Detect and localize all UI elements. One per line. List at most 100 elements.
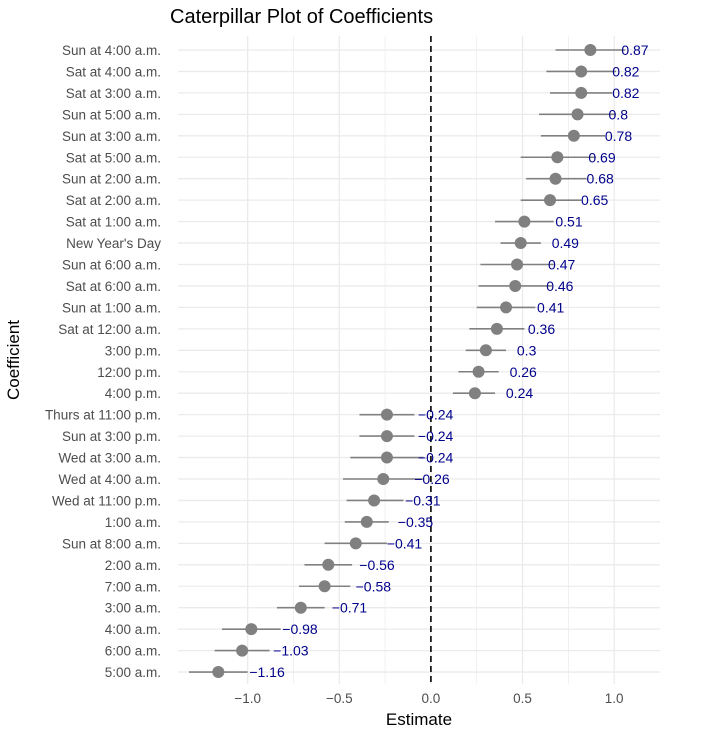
value-label: 0.24 — [506, 385, 533, 401]
estimate-point — [236, 644, 249, 657]
y-tick-label: Sat at 5:00 a.m. — [66, 150, 161, 165]
y-tick-label: 12:00 p.m. — [97, 365, 161, 380]
estimate-point — [472, 365, 485, 378]
y-tick-label: 4:00 a.m. — [105, 622, 161, 637]
y-tick-label: Sun at 2:00 a.m. — [62, 172, 161, 187]
estimate-point — [479, 344, 492, 357]
value-label: −1.03 — [273, 643, 309, 659]
y-tick-label: Wed at 11:00 p.m. — [52, 493, 161, 508]
value-label: 0.8 — [609, 106, 629, 122]
y-tick-label: Sun at 4:00 a.m. — [62, 43, 161, 58]
y-tick-label: Sun at 3:00 a.m. — [62, 129, 161, 144]
y-axis-title: Coefficient — [4, 320, 23, 400]
value-label: 0.82 — [612, 63, 639, 79]
estimate-point — [549, 172, 562, 185]
value-label: 0.65 — [581, 192, 608, 208]
point-layer — [212, 44, 597, 679]
y-tick-label: 7:00 a.m. — [105, 579, 161, 594]
estimate-point — [567, 129, 580, 142]
estimate-point — [380, 451, 393, 464]
y-tick-label: Wed at 4:00 a.m. — [58, 472, 161, 487]
x-axis-title: Estimate — [386, 710, 452, 729]
estimate-point — [584, 44, 597, 56]
y-tick-label: Sat at 1:00 a.m. — [66, 215, 161, 230]
x-tick-label: 0.5 — [513, 691, 532, 706]
estimate-point — [511, 258, 524, 271]
estimate-point — [551, 151, 564, 164]
value-label: 0.26 — [510, 364, 537, 380]
value-label: −0.31 — [405, 492, 441, 508]
estimate-point — [294, 601, 307, 614]
y-tick-label-layer: Sun at 4:00 a.m. Sat at 4:00 a.m. Sat at 3… — [45, 43, 161, 680]
estimate-point — [509, 279, 522, 292]
estimate-point — [349, 537, 362, 550]
y-tick-label: 2:00 a.m. — [105, 558, 161, 573]
y-tick-label: 3:00 a.m. — [105, 601, 161, 616]
value-label: 0.47 — [548, 257, 575, 273]
y-tick-label: Sat at 4:00 a.m. — [66, 64, 161, 79]
y-tick-label: 1:00 a.m. — [105, 515, 161, 530]
x-tick-label: −0.5 — [326, 691, 353, 706]
y-tick-label: 3:00 p.m. — [105, 343, 161, 358]
estimate-point — [245, 623, 258, 636]
value-label: −0.58 — [356, 578, 392, 594]
y-tick-label: 4:00 p.m. — [105, 386, 161, 401]
estimate-point — [212, 666, 225, 679]
estimate-point — [575, 86, 588, 99]
estimate-point — [380, 430, 393, 443]
estimate-point — [490, 322, 503, 335]
y-tick-label: Sun at 6:00 a.m. — [62, 258, 161, 273]
y-tick-label: Sat at 12:00 a.m. — [58, 322, 161, 337]
value-label: 0.46 — [546, 278, 573, 294]
y-tick-label: New Year's Day — [66, 236, 161, 251]
y-tick-label: Sat at 2:00 a.m. — [66, 193, 161, 208]
value-label: −0.56 — [359, 557, 395, 573]
y-tick-label: Thurs at 11:00 p.m. — [45, 408, 161, 423]
value-label: −1.16 — [249, 664, 285, 680]
y-tick-label: 5:00 a.m. — [105, 665, 161, 680]
value-label: 0.41 — [537, 299, 564, 315]
value-label: −0.24 — [418, 450, 454, 466]
estimate-point — [575, 65, 588, 78]
y-tick-label: Sat at 3:00 a.m. — [66, 86, 161, 101]
value-label: 0.51 — [555, 214, 582, 230]
value-label: 0.78 — [605, 128, 632, 144]
estimate-point — [360, 515, 373, 528]
x-tick-label-layer: −1.0 −0.5 0.0 0.5 1.0 — [234, 691, 623, 706]
value-label: 0.3 — [517, 342, 537, 358]
estimate-point — [377, 473, 390, 485]
x-tick-label: 0.0 — [422, 691, 441, 706]
y-tick-label: Sun at 3:00 p.m. — [62, 429, 161, 444]
value-label: −0.41 — [387, 535, 423, 551]
value-label: −0.24 — [418, 407, 454, 423]
value-label: −0.35 — [398, 514, 434, 530]
y-tick-label: Sat at 6:00 a.m. — [66, 279, 161, 294]
value-label: −0.24 — [418, 428, 454, 444]
value-label: −0.98 — [282, 621, 318, 637]
value-label: 0.69 — [588, 149, 615, 165]
value-label: 0.49 — [552, 235, 579, 251]
value-label-layer: 0.87 0.82 0.82 0.8 0.78 0.69 0.68 0.65 0.51 0.49 0… — [249, 42, 648, 680]
estimate-point — [500, 301, 513, 314]
y-tick-label: Wed at 3:00 a.m. — [58, 451, 161, 466]
estimate-point — [571, 108, 584, 121]
value-label: −0.26 — [414, 471, 450, 487]
estimate-point — [368, 494, 381, 507]
value-label: 0.87 — [621, 42, 648, 58]
estimate-point — [518, 215, 531, 228]
chart-title: Caterpillar Plot of Coefficients — [170, 6, 433, 28]
estimate-point — [544, 194, 557, 207]
value-label: 0.36 — [528, 321, 555, 337]
y-tick-label: Sun at 1:00 a.m. — [62, 300, 161, 315]
x-tick-label: 1.0 — [605, 691, 624, 706]
estimate-point — [380, 408, 393, 421]
grid-layer — [178, 36, 660, 684]
y-tick-label: Sun at 5:00 a.m. — [62, 107, 161, 122]
estimate-point — [514, 237, 527, 250]
estimate-point — [318, 580, 331, 593]
estimate-point — [322, 558, 335, 571]
value-label: 0.68 — [587, 171, 614, 187]
interval-layer — [188, 49, 626, 673]
estimate-point — [468, 387, 481, 400]
